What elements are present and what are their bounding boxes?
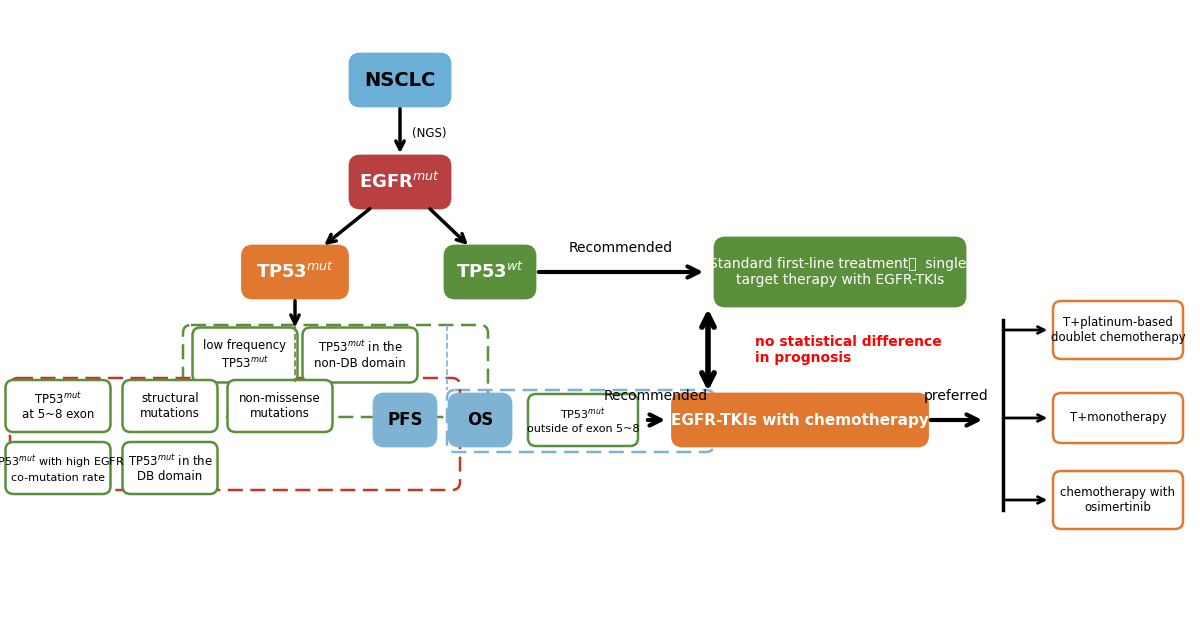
FancyBboxPatch shape xyxy=(445,246,535,298)
Text: PFS: PFS xyxy=(388,411,422,429)
FancyBboxPatch shape xyxy=(1054,471,1183,529)
FancyBboxPatch shape xyxy=(672,394,928,446)
FancyBboxPatch shape xyxy=(528,394,638,446)
Text: T+monotherapy: T+monotherapy xyxy=(1069,412,1166,424)
Text: EGFR-TKIs with chemotherapy: EGFR-TKIs with chemotherapy xyxy=(671,413,929,427)
Text: NSCLC: NSCLC xyxy=(365,70,436,89)
Text: TP53$^{wt}$: TP53$^{wt}$ xyxy=(456,262,524,282)
FancyBboxPatch shape xyxy=(122,380,217,432)
Text: preferred: preferred xyxy=(924,389,989,403)
Text: TP53$^{mut}$
at 5~8 exon: TP53$^{mut}$ at 5~8 exon xyxy=(22,390,94,421)
FancyBboxPatch shape xyxy=(228,380,332,432)
Text: structural
mutations: structural mutations xyxy=(140,392,200,420)
Text: OS: OS xyxy=(467,411,493,429)
Text: Recommended: Recommended xyxy=(604,389,708,403)
FancyBboxPatch shape xyxy=(715,238,965,306)
FancyBboxPatch shape xyxy=(6,442,110,494)
FancyBboxPatch shape xyxy=(242,246,348,298)
Text: non-missense
mutations: non-missense mutations xyxy=(239,392,320,420)
FancyBboxPatch shape xyxy=(6,380,110,432)
FancyBboxPatch shape xyxy=(350,156,450,208)
FancyBboxPatch shape xyxy=(1054,301,1183,359)
FancyBboxPatch shape xyxy=(449,394,511,446)
Text: TP53$^{mut}$ with high EGFR
co-mutation rate: TP53$^{mut}$ with high EGFR co-mutation … xyxy=(0,454,125,482)
Text: low frequency
TP53$^{mut}$: low frequency TP53$^{mut}$ xyxy=(204,339,287,371)
Text: Standard first-line treatment：  single-
target therapy with EGFR-TKIs: Standard first-line treatment： single- t… xyxy=(709,257,971,287)
Text: chemotherapy with
osimertinib: chemotherapy with osimertinib xyxy=(1061,486,1176,514)
Text: EGFR$^{mut}$: EGFR$^{mut}$ xyxy=(360,172,440,192)
Text: TP53$^{mut}$: TP53$^{mut}$ xyxy=(256,262,334,282)
FancyBboxPatch shape xyxy=(1054,393,1183,443)
FancyBboxPatch shape xyxy=(302,328,418,383)
FancyBboxPatch shape xyxy=(192,328,298,383)
Text: (NGS): (NGS) xyxy=(412,127,446,139)
Text: T+platinum-based
doublet chemotherapy: T+platinum-based doublet chemotherapy xyxy=(1051,316,1186,344)
FancyBboxPatch shape xyxy=(122,442,217,494)
Text: TP53$^{mut}$ in the
DB domain: TP53$^{mut}$ in the DB domain xyxy=(127,452,212,483)
Text: TP53$^{mut}$
outside of exon 5~8: TP53$^{mut}$ outside of exon 5~8 xyxy=(527,406,640,434)
FancyBboxPatch shape xyxy=(374,394,436,446)
Text: Recommended: Recommended xyxy=(569,241,673,255)
Text: TP53$^{mut}$ in the
non-DB domain: TP53$^{mut}$ in the non-DB domain xyxy=(314,340,406,370)
FancyBboxPatch shape xyxy=(350,54,450,106)
Text: no statistical difference
in prognosis: no statistical difference in prognosis xyxy=(755,335,942,365)
